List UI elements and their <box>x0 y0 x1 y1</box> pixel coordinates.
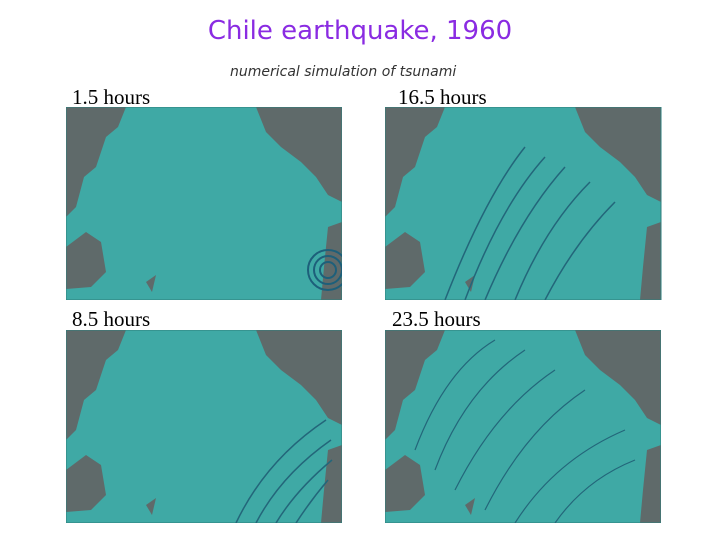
simulation-image <box>385 107 662 300</box>
simulation-image <box>66 107 342 300</box>
title: Chile earthquake, 1960 <box>207 16 513 46</box>
subtitle: numerical simulation of tsunami <box>230 64 457 80</box>
panel-label: 1.5 hours <box>72 85 151 109</box>
panel-label: 16.5 hours <box>398 85 487 109</box>
panel-label: 23.5 hours <box>392 307 481 331</box>
panel-label: 8.5 hours <box>72 307 151 331</box>
simulation-image <box>66 330 342 523</box>
simulation-image <box>385 330 661 523</box>
